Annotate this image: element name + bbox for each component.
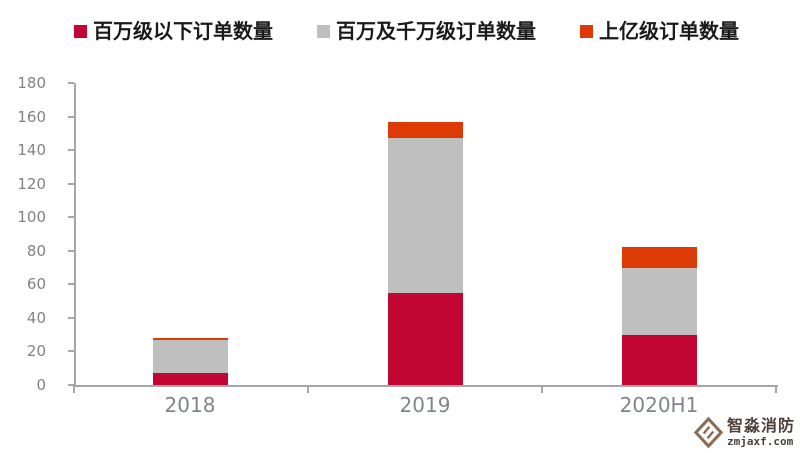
y-tick-label: 20 (26, 342, 46, 361)
legend-swatch (74, 24, 87, 38)
bar-segment-s2-2018 (152, 337, 228, 340)
y-tick (68, 384, 74, 386)
y-tick (68, 149, 74, 152)
legend-item: 上亿级订单数量 (580, 21, 739, 41)
bar-segment-s0-2019 (387, 292, 463, 385)
x-axis-label: 2020H1 (619, 393, 699, 417)
x-tick (73, 387, 75, 393)
x-axis-label: 2018 (164, 393, 216, 417)
x-tick (775, 387, 777, 393)
y-tick-label: 60 (26, 275, 46, 294)
y-tick (68, 82, 74, 84)
legend-swatch (580, 24, 593, 38)
bar-segment-s0-2020H1 (621, 334, 697, 385)
y-tick-label: 80 (26, 241, 46, 260)
y-tick-label: 180 (17, 74, 46, 92)
watermark-logo-icon (693, 416, 724, 449)
bar-segment-s2-2019 (387, 121, 463, 139)
x-axis-line (73, 385, 778, 387)
y-tick (68, 283, 74, 286)
bar-segment-s1-2019 (387, 138, 463, 293)
watermark-site: zmjaxf.com (726, 435, 794, 448)
y-tick-label: 160 (17, 107, 46, 126)
bar-segment-s1-2020H1 (621, 267, 697, 335)
bar-segment-s2-2020H1 (621, 247, 697, 268)
y-tick (68, 115, 74, 118)
legend-swatch (317, 24, 330, 38)
y-tick (68, 350, 74, 353)
y-tick-label: 140 (17, 141, 46, 160)
y-tick-label: 0 (36, 376, 46, 394)
bar-segment-s0-2018 (152, 373, 228, 385)
y-tick (68, 216, 74, 219)
legend-label: 上亿级订单数量 (599, 19, 739, 43)
legend-label: 百万及千万级订单数量 (336, 19, 536, 43)
y-tick (68, 316, 74, 319)
legend-item: 百万及千万级订单数量 (317, 21, 536, 41)
y-tick (68, 249, 74, 252)
y-tick-label: 40 (26, 308, 46, 327)
chart-legend: 百万级以下订单数量 百万及千万级订单数量 上亿级订单数量 (74, 21, 739, 41)
x-axis-label: 2019 (399, 393, 451, 417)
watermark-brand: 智淼消防 (726, 416, 795, 435)
legend-label: 百万级以下订单数量 (93, 19, 273, 43)
x-tick (541, 387, 543, 393)
y-tick-label: 100 (17, 208, 46, 227)
x-tick (307, 387, 309, 393)
y-tick-label: 120 (17, 174, 46, 193)
y-axis-line (74, 83, 76, 387)
y-tick (68, 182, 74, 185)
watermark: 智淼消防 zmjaxf.com (693, 416, 795, 449)
bar-segment-s1-2018 (152, 339, 228, 374)
legend-item: 百万级以下订单数量 (74, 21, 273, 41)
